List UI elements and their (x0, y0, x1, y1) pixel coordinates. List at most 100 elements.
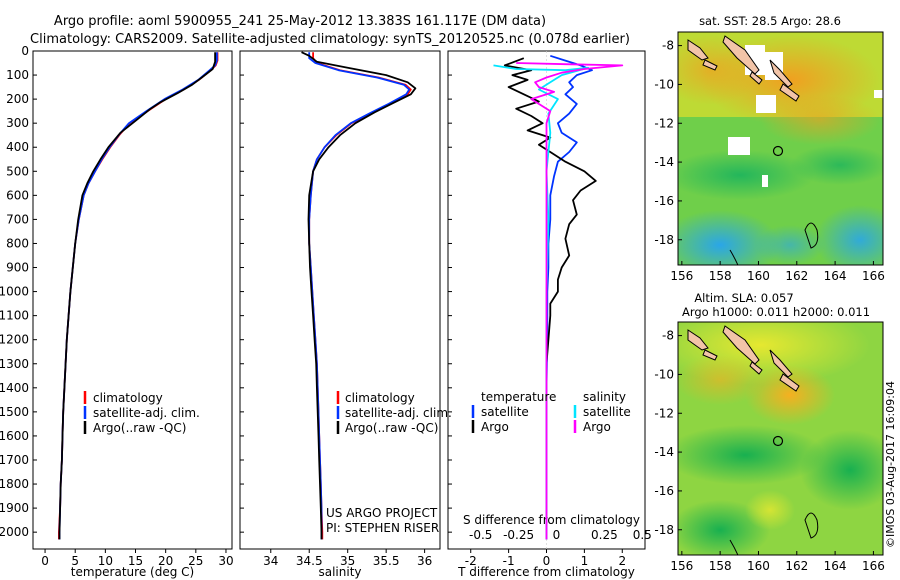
map-x-tick-label: 158 (709, 269, 732, 283)
map-y-tick-label: -14 (654, 155, 674, 169)
y-tick-label: 600 (6, 188, 29, 202)
y-tick-label: 1600 (0, 429, 29, 443)
y-tick-label: 1000 (0, 285, 29, 299)
sst-map-axes: 156 158 160 162 164 166 -8 -10 -12 -14 -16 -18 (654, 39, 884, 283)
secondary-axis-label: S difference from climatology (463, 513, 640, 527)
x-tick-label: 25 (188, 554, 203, 568)
series-line (58, 52, 218, 540)
map-x-tick-label: 162 (785, 269, 808, 283)
pi-label: PI: STEPHEN RISER (326, 521, 439, 535)
legend-label-climatology: climatology (93, 391, 163, 405)
sla-map-title-line2: Argo h1000: 0.011 h2000: 0.011 (682, 305, 870, 319)
difference-panel: -2 -1 0 1 2T difference from climatology S di… (447, 50, 652, 579)
legend-label-argo: Argo(..raw -QC) (93, 421, 186, 435)
map-y-tick-label: -16 (654, 484, 674, 498)
legend-label-satellite: satellite-adj. clim. (93, 406, 200, 420)
temperature-panel: 0100200300400500600700800900100011001200… (0, 44, 234, 579)
secondary-tick-label: 0.5 (633, 528, 652, 542)
x-tick-label: 35.5 (373, 554, 400, 568)
y-tick-label: 200 (6, 92, 29, 106)
legend-label-argo: Argo(..raw -QC) (345, 421, 438, 435)
series-line (503, 57, 597, 540)
x-tick-label: 34 (263, 554, 278, 568)
legend-label-s-argo: Argo (583, 420, 611, 434)
y-tick-label: 1500 (0, 405, 29, 419)
credit-label: ©IMOS 03-Aug-2017 16:09:04 (884, 381, 897, 548)
map-y-tick-label: -10 (654, 367, 674, 381)
map-y-tick-label: -12 (654, 116, 674, 130)
x-tick-label: 2 (618, 554, 626, 568)
y-tick-label: 1400 (0, 381, 29, 395)
y-tick-label: 1800 (0, 477, 29, 491)
x-tick-label: 1 (581, 554, 589, 568)
x-tick-label: -1 (503, 554, 515, 568)
y-tick-label: 1300 (0, 357, 29, 371)
x-tick-label: 30 (218, 554, 233, 568)
series-line (58, 52, 216, 540)
x-axis-label: salinity (318, 565, 361, 579)
sla-map-axes: 156 158 160 162 164 166 -8 -10 -12 -14 -16 -18 (654, 329, 884, 573)
y-tick-label: 500 (6, 164, 29, 178)
figure-title-line2: Climatology: CARS2009. Satellite-adjuste… (30, 32, 630, 47)
x-tick-label: 15 (128, 554, 143, 568)
map-x-tick-label: 166 (862, 559, 885, 573)
x-tick-label: 35 (340, 554, 355, 568)
x-tick-label: 10 (98, 554, 113, 568)
map-y-tick-label: -10 (654, 77, 674, 91)
series-line (308, 52, 412, 540)
map-y-tick-label: -18 (654, 233, 674, 247)
y-tick-label: 300 (6, 116, 29, 130)
y-tick-label: 1200 (0, 333, 29, 347)
secondary-tick-label: 0.25 (591, 528, 618, 542)
map-y-tick-label: -18 (654, 523, 674, 537)
legend-title-salinity: salinity (583, 390, 626, 404)
sst-map-title: sat. SST: 28.5 Argo: 28.6 (699, 14, 841, 28)
sla-map-title-line1: Altim. SLA: 0.057 (694, 291, 793, 305)
y-tick-label: 2000 (0, 525, 29, 539)
map-y-tick-label: -14 (654, 445, 674, 459)
salinity-legend: climatology satellite-adj. clim. Argo(..… (326, 391, 452, 535)
salinity-panel: 34 34.5 35 35.5 36 salinity (239, 50, 441, 579)
legend-label-climatology: climatology (345, 391, 415, 405)
x-axis-label: temperature (deg C) (71, 565, 194, 579)
legend-title-temperature: temperature (481, 390, 556, 404)
x-axis-label: T difference from climatology (457, 565, 635, 579)
legend-label-t-satellite: satellite (481, 405, 529, 419)
x-tick-label: -2 (465, 554, 477, 568)
secondary-tick-label: -0.5 (469, 528, 492, 542)
x-tick-label: 20 (158, 554, 173, 568)
figure-title-line1: Argo profile: aoml 5900955_241 25-May-20… (54, 14, 546, 29)
map-x-tick-label: 164 (824, 559, 847, 573)
map-y-tick-label: -8 (662, 39, 674, 53)
series-line (301, 51, 417, 540)
difference-legend: temperature salinity satellite Argo sate… (471, 390, 631, 434)
map-x-tick-label: 166 (862, 269, 885, 283)
map-x-tick-label: 160 (747, 559, 770, 573)
plot-frame (32, 50, 233, 550)
map-x-tick-label: 162 (785, 559, 808, 573)
x-tick-label: 0 (41, 554, 49, 568)
sst-map: 156 158 160 162 164 166 -8 -10 -12 -14 -16 -18 (654, 31, 885, 283)
temperature-legend: climatology satellite-adj. clim. Argo(..… (83, 391, 200, 435)
series-line (58, 52, 219, 540)
series-line (493, 64, 590, 540)
series-line (516, 62, 624, 540)
x-tick-label: 5 (71, 554, 79, 568)
legend-label-s-satellite: satellite (583, 405, 631, 419)
y-tick-label: 0 (21, 44, 29, 58)
sla-map: 156 158 160 162 164 166 -8 -10 -12 -14 -16 -18 (654, 321, 885, 573)
y-tick-label: 1900 (0, 501, 29, 515)
sst-argo-marker (772, 145, 784, 157)
map-x-tick-label: 156 (670, 559, 693, 573)
y-tick-label: 100 (6, 68, 29, 82)
legend-label-satellite: satellite-adj. clim. (345, 406, 452, 420)
map-x-tick-label: 160 (747, 269, 770, 283)
legend-label-t-argo: Argo (481, 420, 509, 434)
map-x-tick-label: 164 (824, 269, 847, 283)
y-tick-label: 1100 (0, 309, 29, 323)
x-tick-label: 0 (543, 554, 551, 568)
y-tick-label: 1700 (0, 453, 29, 467)
series-line (308, 52, 411, 540)
project-label: US ARGO PROJECT (326, 506, 438, 520)
